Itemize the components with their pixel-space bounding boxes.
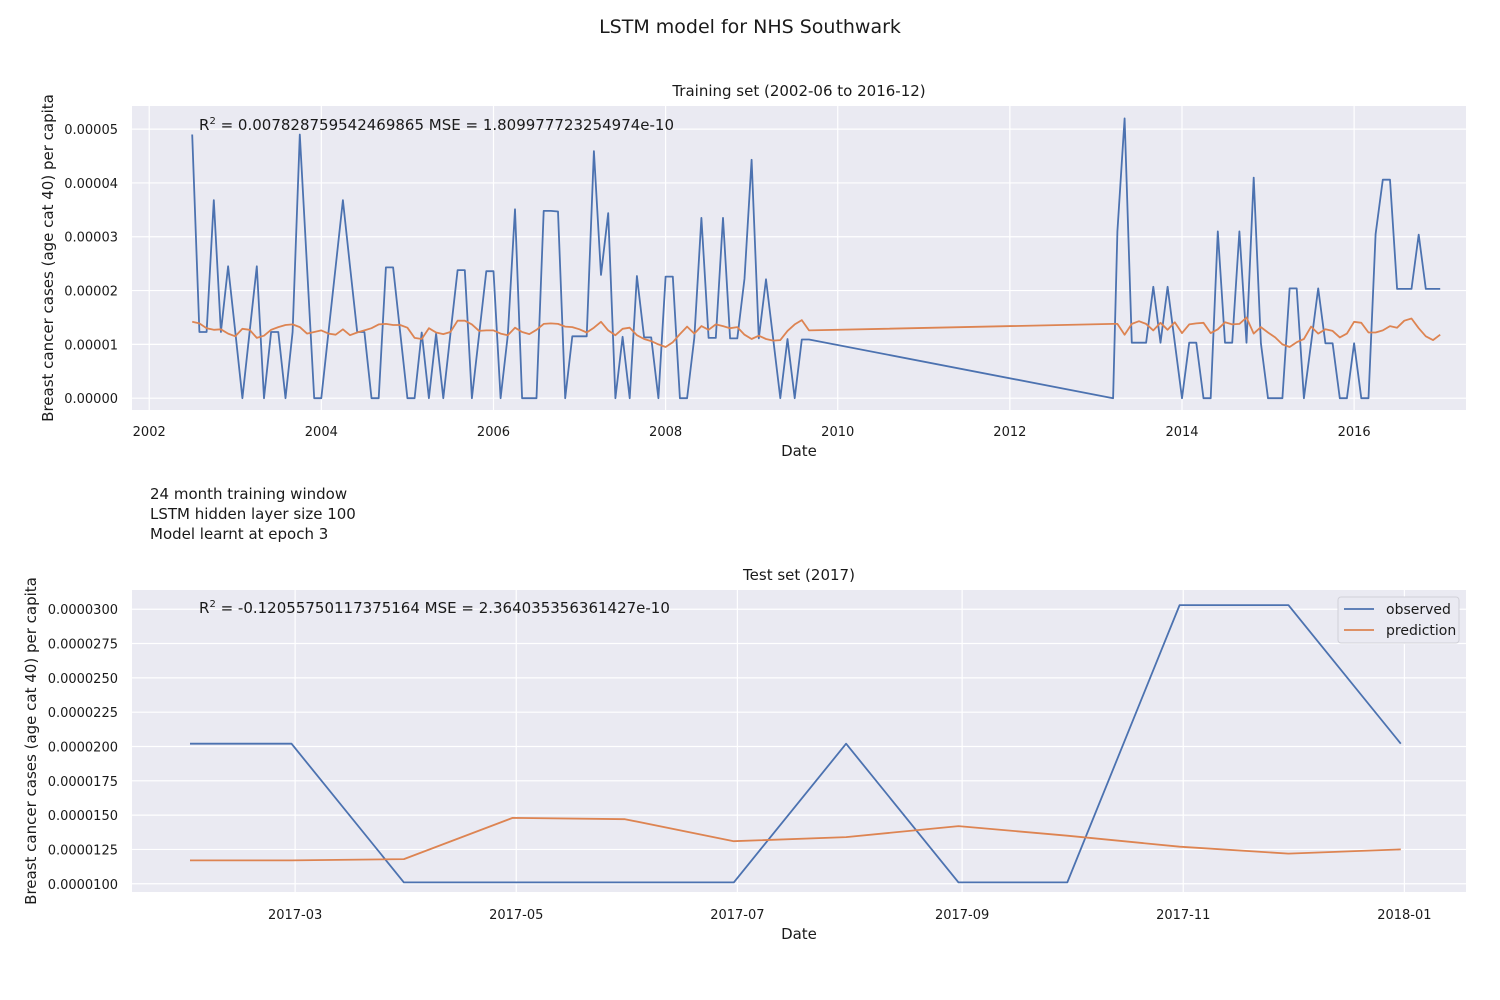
x-tick-label: 2018-01 (1377, 908, 1431, 923)
x-tick-label: 2008 (649, 425, 682, 440)
r2-exponent: 2 (209, 116, 215, 127)
x-axis-label: Date (781, 442, 817, 460)
training-metrics-annotation: R2 = 0.007828759542469865 MSE = 1.809977… (199, 116, 674, 134)
y-tick-label: 0.00005 (64, 123, 118, 138)
y-tick-label: 0.00003 (64, 231, 118, 246)
model-info: 24 month training window LSTM hidden lay… (150, 484, 356, 544)
r2-symbol: R (199, 116, 209, 134)
x-tick-label: 2017-11 (1156, 908, 1210, 923)
y-tick-label: 0.0000150 (48, 809, 118, 824)
x-tick-label: 2012 (993, 425, 1026, 440)
y-tick-label: 0.0000225 (48, 706, 118, 721)
x-tick-label: 2017-09 (935, 908, 989, 923)
x-tick-label: 2006 (477, 425, 510, 440)
y-tick-label: 0.00002 (64, 285, 118, 300)
info-hidden-layer: LSTM hidden layer size 100 (150, 505, 356, 523)
x-axis-label: Date (781, 925, 817, 943)
metrics-text: = 0.007828759542469865 MSE = 1.809977723… (216, 116, 674, 134)
x-tick-label: 2002 (133, 425, 166, 440)
y-tick-label: 0.0000100 (48, 878, 118, 893)
y-tick-label: 0.0000125 (48, 843, 118, 858)
training-prediction-line (192, 316, 1441, 348)
y-axis-label: Breast cancer cases (age cat 40) per cap… (22, 577, 40, 905)
test-prediction-line (190, 817, 1401, 862)
y-tick-label: 0.00004 (64, 177, 118, 192)
legend-label-observed: observed (1386, 602, 1451, 618)
test-plot-area (132, 590, 1466, 892)
info-epoch: Model learnt at epoch 3 (150, 525, 329, 543)
training-chart-title: Training set (2002-06 to 2016-12) (671, 82, 925, 100)
x-tick-label: 2014 (1165, 425, 1198, 440)
y-tick-label: 0.00000 (64, 392, 118, 407)
y-tick-label: 0.0000175 (48, 775, 118, 790)
y-tick-label: 0.00001 (64, 338, 118, 353)
test-metrics-annotation: R2 = -0.12055750117375164 MSE = 2.364035… (199, 599, 670, 617)
x-tick-label: 2016 (1338, 425, 1371, 440)
x-tick-label: 2010 (821, 425, 854, 440)
r2-exponent: 2 (209, 599, 215, 610)
legend-label-prediction: prediction (1386, 623, 1456, 639)
x-tick-label: 2017-05 (489, 908, 543, 923)
y-tick-label: 0.0000300 (48, 603, 118, 618)
info-training-window: 24 month training window (150, 485, 348, 503)
test-chart-title: Test set (2017) (742, 566, 855, 584)
y-tick-label: 0.0000250 (48, 672, 118, 687)
r2-symbol: R (199, 599, 209, 617)
x-tick-label: 2004 (305, 425, 338, 440)
y-tick-label: 0.0000200 (48, 740, 118, 755)
x-tick-label: 2017-07 (710, 908, 764, 923)
training-observed-line (191, 117, 1441, 400)
figure-title: LSTM model for NHS Southwark (599, 16, 901, 38)
y-tick-label: 0.0000275 (48, 638, 118, 653)
x-tick-label: 2017-03 (268, 908, 322, 923)
metrics-text: = -0.12055750117375164 MSE = 2.364035356… (216, 599, 670, 617)
y-axis-label: Breast cancer cases (age cat 40) per cap… (39, 94, 57, 422)
